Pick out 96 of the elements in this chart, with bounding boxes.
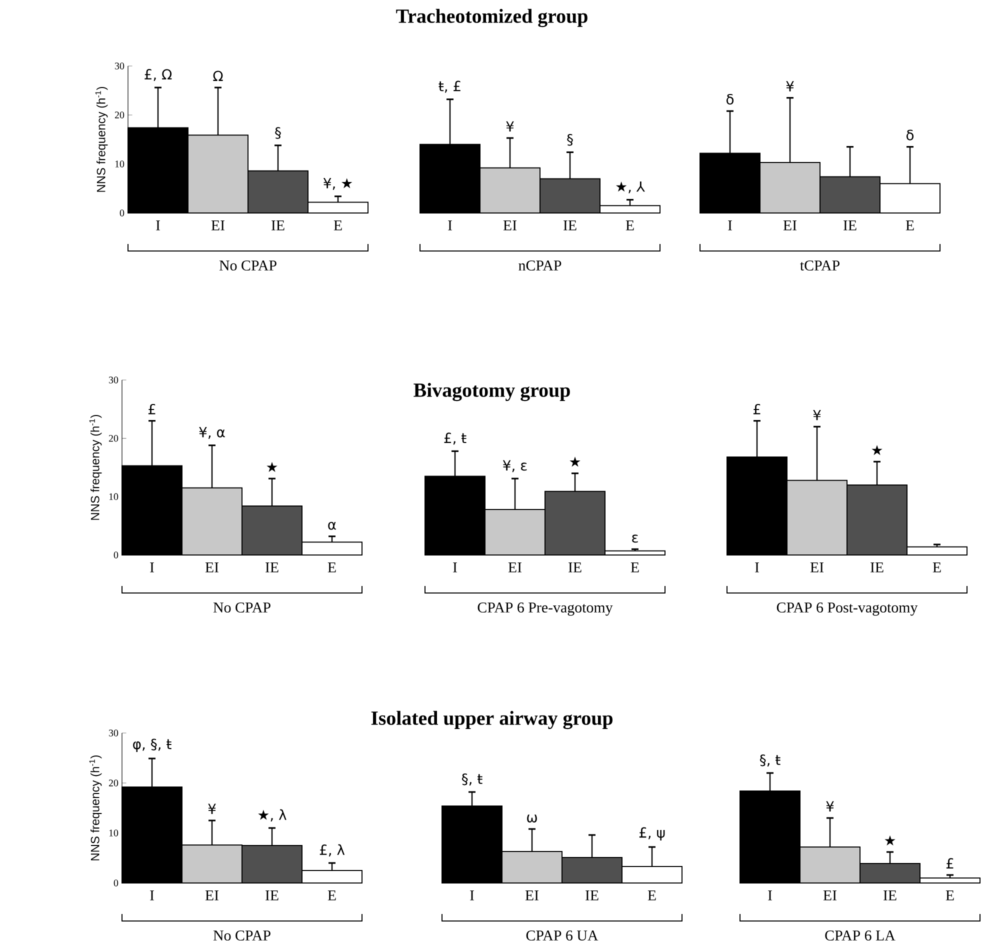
y-axis-title: NNS frequency (h$^{-1}$) [95, 86, 108, 192]
x-tick-label: I [755, 562, 759, 572]
x-axis-title: CPAP 6 UA [526, 930, 598, 941]
annotation: §, ŧ [462, 774, 482, 786]
x-tick-label: E [946, 890, 954, 900]
annotation: § [275, 127, 281, 139]
chart-title: Tracheotomized group [396, 8, 588, 28]
annotation: £ [946, 858, 954, 868]
x-tick-label: E [630, 562, 639, 572]
x-tick-label: EI [810, 562, 824, 572]
x-tick-label: I [470, 890, 474, 900]
y-tick-label: 10 [115, 160, 124, 168]
y-tick-label: 30 [109, 730, 118, 736]
x-axis-title: CPAP 6 LA [825, 930, 896, 941]
x-tick-label: E [328, 562, 336, 572]
annotation: ★, λ [258, 809, 286, 822]
y-tick-label: 30 [109, 376, 118, 384]
annotation: δ [906, 130, 914, 140]
annotation: § [567, 134, 573, 146]
x-axis-title: nCPAP [518, 260, 562, 271]
annotation: £, Ω [144, 69, 172, 82]
annotation: δ [726, 94, 734, 105]
y-tick-label: 30 [115, 62, 124, 70]
annotation: £, ψ [639, 827, 665, 840]
x-tick-label: E [932, 562, 941, 572]
y-tick-label: 0 [114, 880, 118, 886]
x-tick-label: E [648, 890, 656, 900]
annotation: ★ [872, 444, 882, 456]
x-tick-label: IE [870, 562, 884, 572]
chart-title: Isolated upper airway group [371, 710, 613, 730]
x-axis-title: tCPAP [800, 260, 840, 271]
x-tick-label: EI [503, 220, 517, 230]
annotation: £, ŧ [444, 432, 466, 445]
x-tick-label: I [448, 220, 452, 230]
annotation: φ, §, ŧ [133, 738, 172, 752]
x-tick-label: EI [205, 890, 219, 900]
annotation: ★ [884, 835, 896, 846]
annotation: ¥, α [199, 427, 225, 439]
annotation: £, λ [320, 844, 345, 856]
x-tick-label: IE [586, 890, 598, 900]
y-tick-label: 0 [114, 552, 118, 558]
y-tick-label: 20 [108, 780, 118, 786]
annotation: ¥ [208, 804, 216, 814]
x-tick-label: IE [564, 220, 576, 230]
x-tick-label: E [626, 220, 634, 230]
x-tick-label: E [906, 220, 914, 230]
x-axis-title: No CPAP [213, 930, 270, 941]
x-tick-label: IE [884, 890, 896, 900]
y-tick-label: 10 [109, 830, 118, 836]
annotation: ★, ⅄ [616, 181, 645, 194]
x-tick-label: EI [508, 562, 522, 572]
x-tick-label: I [728, 220, 732, 230]
annotation: ★ [266, 462, 278, 472]
annotation: ¥, ★ [323, 178, 352, 190]
annotation: ¥ [813, 410, 821, 420]
annotation: Ω [213, 70, 223, 82]
annotation: ¥, ε [502, 460, 527, 472]
annotation: §, ŧ [760, 754, 780, 766]
annotation: ¥ [826, 801, 834, 812]
y-tick-label: 20 [108, 434, 118, 442]
y-axis-title: NNS frequency (h$^{-1}$) [89, 414, 102, 520]
x-tick-label: EI [525, 890, 539, 900]
y-tick-label: 10 [109, 493, 118, 500]
y-tick-label: 0 [120, 210, 124, 216]
x-tick-label: EI [205, 562, 219, 572]
x-tick-label: EI [211, 220, 225, 230]
x-tick-label: IE [271, 220, 284, 230]
annotation: ε [632, 534, 638, 543]
annotation: ŧ, £ [438, 80, 460, 93]
x-tick-label: IE [265, 562, 278, 572]
y-axis-title: NNS frequency (h$^{-1}$) [89, 755, 102, 860]
annotation: ★ [570, 456, 580, 467]
annotation: ω [527, 814, 537, 822]
annotation: £ [148, 404, 156, 414]
annotation: £ [753, 404, 760, 414]
x-tick-label: E [328, 890, 336, 900]
x-tick-label: EI [823, 890, 837, 900]
x-tick-label: I [156, 220, 160, 230]
x-tick-label: I [150, 562, 154, 572]
x-axis-title: CPAP 6 Pre-vagotomy [478, 602, 613, 616]
x-axis-title: No CPAP [219, 260, 276, 271]
x-axis-title: No CPAP [213, 602, 270, 613]
chart-title: Bivagotomy group [414, 382, 570, 402]
x-tick-label: IE [568, 562, 582, 572]
y-tick-label: 20 [114, 112, 124, 118]
x-tick-label: EI [783, 220, 797, 230]
x-axis-title: CPAP 6 Post-vagotomy [776, 602, 918, 616]
annotation: ¥ [786, 81, 794, 92]
x-tick-label: IE [265, 890, 278, 900]
x-tick-label: I [453, 562, 457, 572]
x-tick-label: I [150, 890, 154, 900]
x-tick-label: IE [844, 220, 856, 230]
annotation: α [328, 522, 336, 530]
x-tick-label: E [334, 220, 342, 230]
x-tick-label: I [768, 890, 772, 900]
annotation: ¥ [506, 121, 514, 132]
